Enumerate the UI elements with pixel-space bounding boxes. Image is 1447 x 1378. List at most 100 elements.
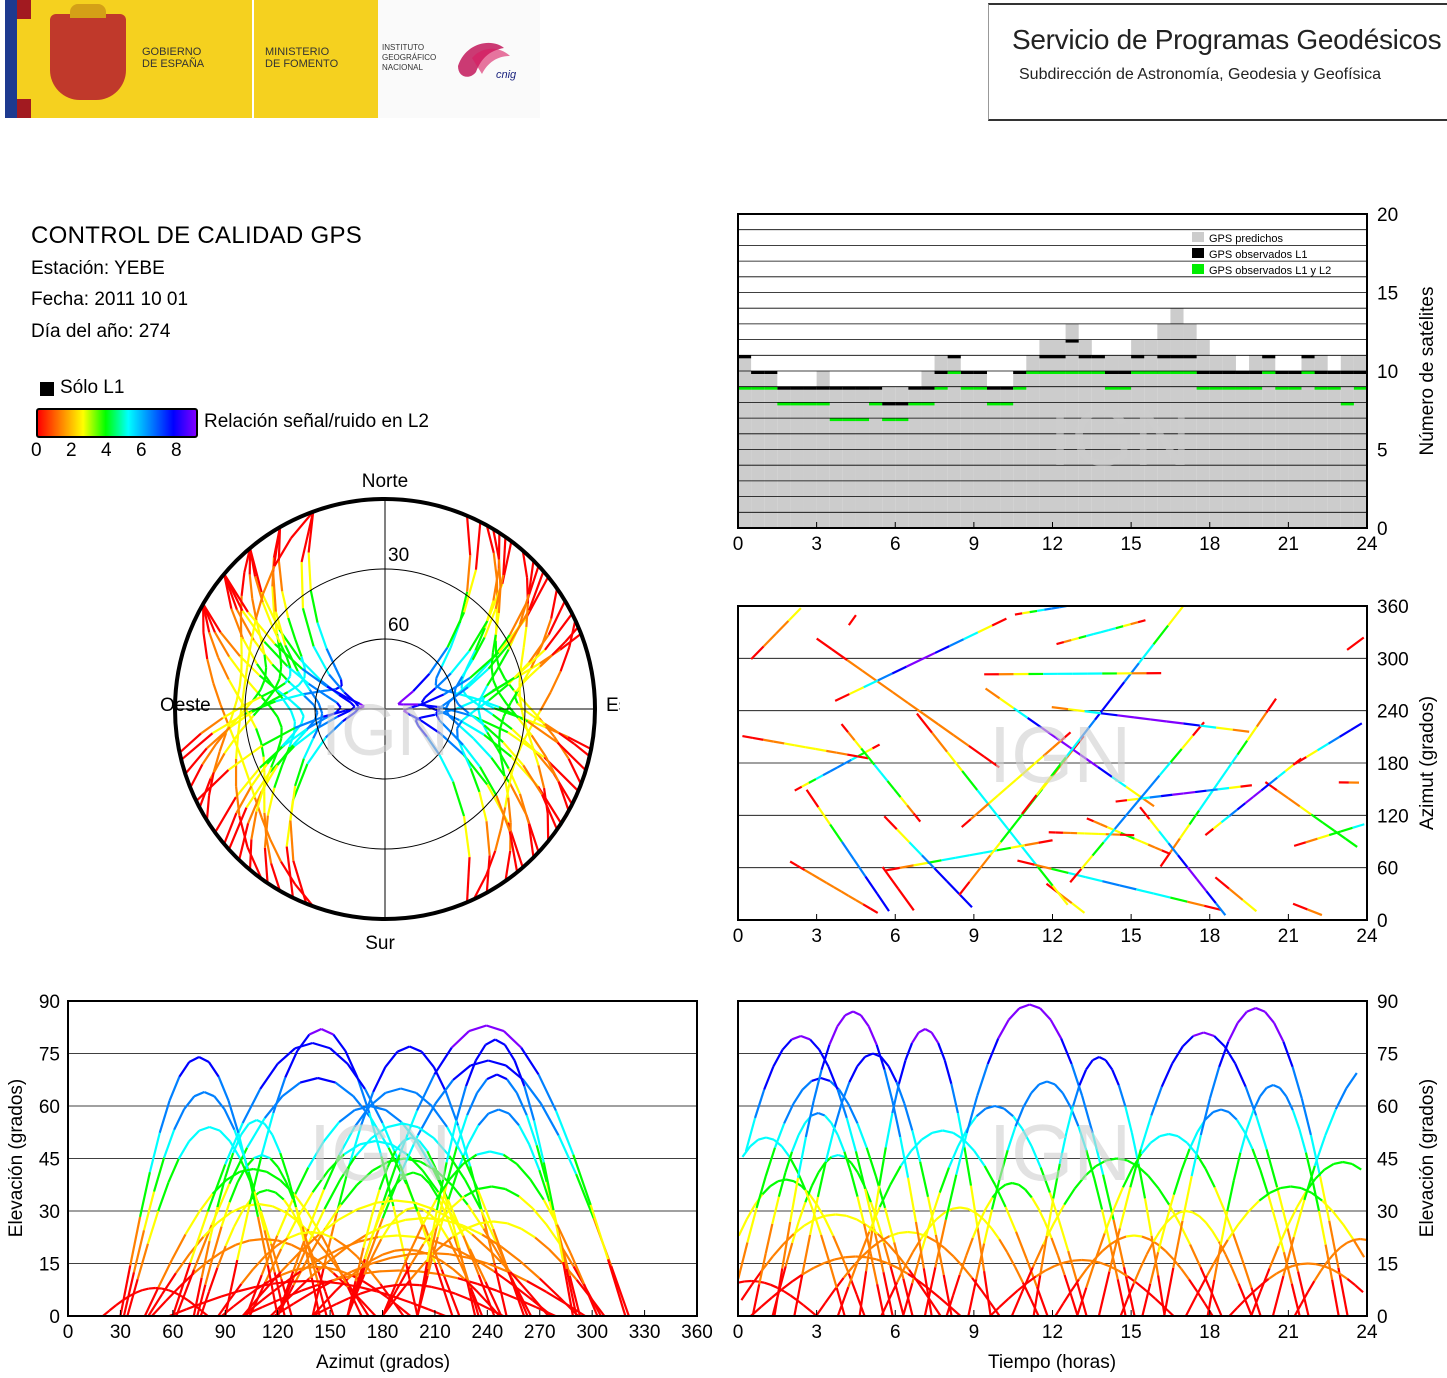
- elev-time-track-segment: [820, 1044, 831, 1070]
- elev-time-track-segment: [856, 1056, 866, 1068]
- elev-time-track-segment: [746, 1207, 758, 1243]
- sky-track-segment: [292, 729, 307, 746]
- elev-time-track-segment: [1177, 1135, 1188, 1144]
- elev-az-track-segment: [232, 1134, 242, 1154]
- sky-track-segment: [307, 552, 312, 591]
- azimuth-track-segment: [1086, 817, 1095, 823]
- elev-az-track-segment: [434, 1079, 454, 1105]
- elev-time-track-segment: [1006, 1251, 1016, 1268]
- azimuth-track-segment: [1091, 841, 1105, 857]
- sky-track-segment: [397, 699, 403, 706]
- azimuth-track-segment: [1063, 639, 1072, 644]
- elev-az-track-segment: [216, 1177, 227, 1208]
- sky-track-segment: [492, 528, 501, 560]
- elev-az-track-segment: [339, 1269, 352, 1277]
- cnig-logo: cnig: [458, 42, 517, 81]
- elev-time-track-segment: [737, 1219, 748, 1237]
- sky-track-segment: [522, 626, 528, 648]
- elev-time-track-segment: [817, 1111, 826, 1117]
- sky-track-segment: [551, 641, 567, 656]
- y-tick-label: 5: [1377, 441, 1388, 462]
- predicted-bar: [803, 386, 817, 528]
- azimuth-track-segment: [822, 770, 831, 777]
- azimuth-track-segment: [1268, 776, 1278, 785]
- observed-l1-l2-step: [1052, 371, 1066, 374]
- sky-track-segment: [242, 667, 249, 690]
- x-tick-label: 12: [1042, 534, 1063, 555]
- x-tick-label: 30: [110, 1322, 131, 1343]
- elev-az-track-segment: [333, 1237, 347, 1248]
- elev-time-track-segment: [925, 1235, 936, 1243]
- elev-az-track-segment: [556, 1224, 572, 1254]
- sky-track-segment: [435, 713, 441, 721]
- azimuth-track-segment: [1252, 789, 1262, 798]
- predicted-bar: [1340, 355, 1354, 528]
- observed-l1-l2-step: [1222, 386, 1236, 390]
- azimuth-track-segment: [1097, 766, 1113, 778]
- elev-time-track-segment: [817, 1162, 826, 1174]
- azimuth-track-segment: [801, 781, 810, 788]
- elev-az-track-segment: [528, 1292, 550, 1317]
- y-tick-label: 360: [1377, 597, 1409, 618]
- elev-time-track-segment: [1246, 1006, 1257, 1013]
- y-tick-label: 15: [1377, 284, 1398, 305]
- elev-az-track-segment: [416, 1211, 436, 1264]
- sky-track-segment: [301, 667, 328, 688]
- elev-time-track-segment: [757, 1136, 767, 1141]
- azimuth-track-segment: [1317, 834, 1330, 840]
- sky-track-segment: [334, 666, 343, 680]
- sky-track-segment: [508, 831, 519, 873]
- elev-az-track-segment: [450, 1195, 466, 1210]
- elev-az-track-segment: [486, 1073, 498, 1081]
- azimuth-track-segment: [1093, 820, 1101, 826]
- elev-az-track-segment: [122, 1272, 136, 1317]
- snr-colorbar: [36, 408, 198, 438]
- elev-time-track-segment: [989, 1306, 1001, 1317]
- elev-az-track-segment: [350, 1274, 364, 1283]
- x-tick-label: 360: [681, 1322, 713, 1343]
- elev-time-track-segment: [943, 1059, 953, 1085]
- x-tick-label: 6: [890, 534, 901, 555]
- sky-track-segment: [527, 560, 535, 595]
- azimuth-track-segment: [1100, 712, 1118, 717]
- elev-time-track-segment: [1085, 1149, 1096, 1179]
- azimuth-track-segment: [1169, 837, 1181, 854]
- elev-az-track-segment: [408, 1224, 424, 1254]
- y-tick-label: 75: [1377, 1045, 1398, 1066]
- elev-time-track-segment: [1252, 1284, 1262, 1293]
- elev-time-track-segment: [967, 1207, 977, 1214]
- sky-track-segment: [467, 667, 490, 688]
- azimuth-track-segment: [946, 880, 961, 896]
- elev-time-track-segment: [1021, 1128, 1033, 1147]
- azimuth-track-segment: [937, 723, 955, 737]
- elev-time-track-segment: [929, 1299, 942, 1317]
- observed-l1-step: [1327, 371, 1341, 374]
- elev-az-track-segment: [253, 1153, 263, 1160]
- elev-time-track-segment: [1103, 1208, 1115, 1234]
- sat-legend: GPS predichos GPS observados L1 GPS obse…: [1192, 232, 1331, 277]
- elev-time-track-segment: [929, 1192, 941, 1222]
- elev-az-track-segment: [426, 1150, 437, 1169]
- elev-az-track-segment: [170, 1233, 187, 1261]
- azimuth-track-segment: [831, 648, 848, 661]
- elev-time-track-segment: [879, 1056, 890, 1068]
- sky-track-segment: [521, 550, 529, 578]
- elev-time-track-segment: [1141, 1235, 1151, 1241]
- predicted-bar: [1353, 355, 1367, 528]
- elev-az-track-segment: [433, 1047, 453, 1076]
- elev-time-track-segment: [1333, 1246, 1342, 1255]
- x-tick-label: 150: [314, 1322, 346, 1343]
- eu-stars-strip: [5, 0, 17, 118]
- elev-az-track-segment: [455, 1292, 468, 1300]
- elev-time-track-segment: [1352, 1239, 1366, 1258]
- sky-track-segment: [251, 699, 273, 713]
- azimuth-track-segment: [1305, 749, 1319, 758]
- sky-track-segment: [206, 658, 215, 684]
- sky-track-segment: [496, 648, 510, 671]
- sky-track-segment: [354, 701, 361, 709]
- elev-az-track-segment: [263, 1095, 284, 1119]
- elev-time-track-segment: [1062, 1290, 1073, 1305]
- elev-time-track-segment: [848, 1065, 859, 1083]
- elev-az-track-segment: [518, 1124, 531, 1145]
- sky-track-segment: [234, 786, 241, 817]
